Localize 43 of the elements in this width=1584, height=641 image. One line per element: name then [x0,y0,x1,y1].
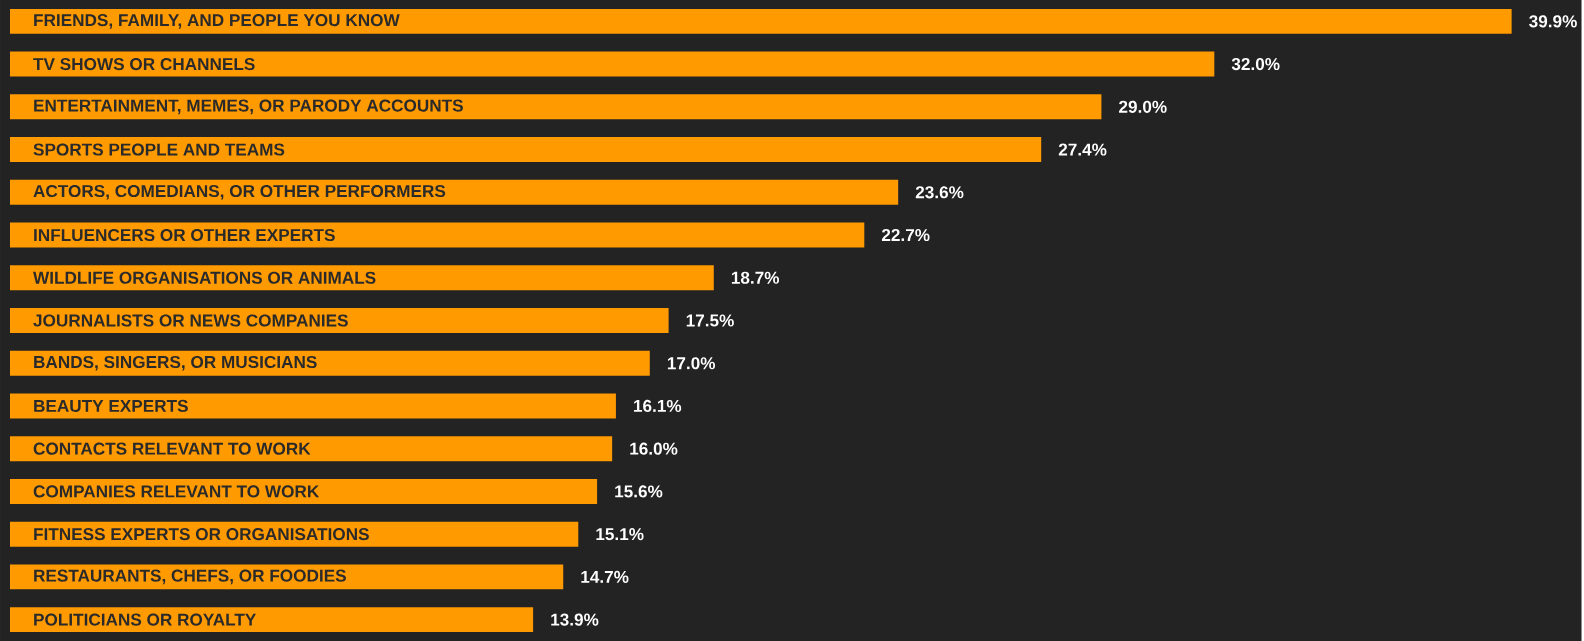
bar [9,265,714,291]
y-tick-label: ENTERTAINMENT, MEMES, OR PARODY ACCOUNTS [34,99,463,115]
bar [9,478,598,504]
data-label: 15.1% [596,528,644,541]
data-label: 32.0% [1231,57,1280,71]
bar [9,137,1042,163]
y-tick-label: JOURNALISTS OR NEWS COMPANIES [33,314,348,327]
data-label: 27.4% [1058,143,1107,156]
y-tick-label: CONTACTS RELEVANT TO WORK [33,442,311,455]
bar [9,308,669,333]
bar [9,179,899,205]
y-tick-label: ACTORS, COMEDIANS, OR OTHER PERFORMERS [33,184,446,200]
data-label: 17.5% [686,314,734,327]
data-label: 17.0% [667,357,716,370]
y-tick-label: RESTAURANTS, CHEFS, OR FOODIES [34,569,346,585]
bar [9,8,1512,34]
bar [9,607,534,633]
data-label: 16.1% [634,399,682,413]
data-label: 39.9% [1529,15,1577,28]
y-tick-label: WILDLIFE ORGANISATIONS OR ANIMALS [33,271,376,284]
data-label: 13.9% [551,613,599,626]
bar [9,51,1215,77]
data-label: 22.7% [881,228,930,242]
data-label: 14.7% [581,570,629,583]
y-tick-label: FRIENDS, FAMILY, AND PEOPLE YOU KNOW [34,14,400,29]
data-label: 16.0% [630,442,678,455]
data-label: 23.6% [915,186,964,199]
bar [9,393,616,419]
bar [9,436,613,462]
data-label: 18.7% [731,271,780,284]
y-tick-label: SPORTS PEOPLE AND TEAMS [33,143,285,156]
data-label: 15.6% [615,485,663,498]
y-tick-label: BANDS, SINGERS, OR MUSICIANS [34,355,317,371]
y-tick-label: COMPANIES RELEVANT TO WORK [33,485,320,498]
y-tick-label: TV SHOWS OR CHANNELS [33,58,255,71]
bar [9,350,650,376]
y-tick-label: INFLUENCERS OR OTHER EXPERTS [34,228,335,242]
bar [9,94,1102,120]
bar [9,222,865,248]
y-tick-label: POLITICIANS OR ROYALTY [34,613,257,626]
y-tick-label: FITNESS EXPERTS OR ORGANISATIONS [34,528,369,541]
data-label: 29.0% [1119,100,1167,113]
y-tick-label: BEAUTY EXPERTS [34,399,188,413]
